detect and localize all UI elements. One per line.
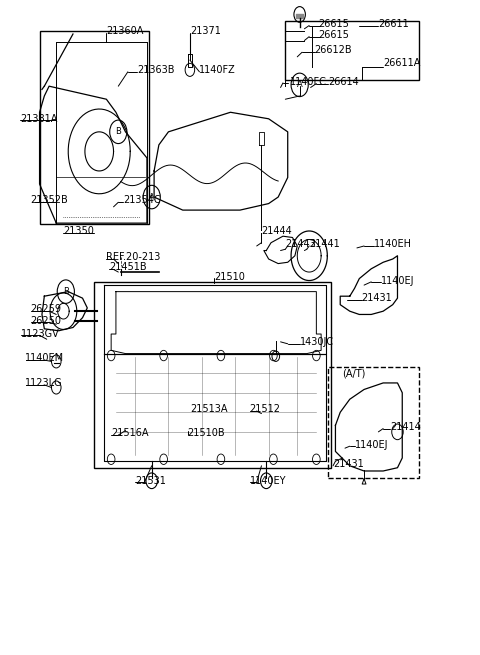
Text: 26614: 26614 [328,77,359,86]
Text: 26259: 26259 [30,304,61,314]
Text: 21443: 21443 [285,239,316,249]
Text: 1140EJ: 1140EJ [355,440,388,450]
Text: 21381A: 21381A [21,114,58,124]
Bar [285,21,419,80]
Text: (A/T): (A/T) [343,368,366,378]
Text: 21516A: 21516A [111,428,149,438]
Text: 21363B: 21363B [137,65,175,75]
Text: 26615: 26615 [319,30,349,41]
Text: 1140EJ: 1140EJ [381,276,414,286]
Text: 21414: 21414 [390,422,421,432]
Text: 21354C: 21354C [123,195,161,205]
Text: 1123LG: 1123LG [25,378,63,388]
Text: 21510: 21510 [214,272,245,282]
Text: 26612B: 26612B [314,45,351,55]
Text: B: B [63,287,69,296]
Text: A: A [149,193,155,202]
Text: 21441: 21441 [309,239,340,249]
Text: 21352B: 21352B [30,195,68,205]
Text: 21431: 21431 [333,459,364,470]
Text: 26615: 26615 [319,19,349,29]
Text: 21451B: 21451B [109,263,146,272]
Bar [328,367,419,477]
Text: A: A [297,81,302,89]
Text: 1140EY: 1140EY [250,476,286,486]
Text: 21510B: 21510B [188,428,225,438]
Text: 1140FC: 1140FC [290,77,327,86]
Text: 21371: 21371 [190,26,221,36]
Text: 26611: 26611 [378,19,409,29]
Text: 21350: 21350 [63,226,94,236]
Text: 1140EM: 1140EM [25,353,64,363]
Text: 1123GV: 1123GV [21,329,59,339]
Text: 26611A: 26611A [383,58,420,68]
Text: 26250: 26250 [30,316,61,326]
Text: 21531: 21531 [135,476,166,486]
Bar [39,31,149,225]
Text: 1140FZ: 1140FZ [199,65,236,75]
Text: B: B [115,127,121,136]
Text: 1140EH: 1140EH [373,239,412,249]
Bar [95,282,331,468]
Text: 21431: 21431 [362,293,393,303]
Text: 21512: 21512 [250,404,280,414]
Text: 21444: 21444 [262,226,292,236]
Text: 1430JC: 1430JC [300,337,334,347]
Text: REF.20-213: REF.20-213 [107,252,161,262]
Text: 21360A: 21360A [107,26,144,36]
Text: 21513A: 21513A [190,404,228,414]
